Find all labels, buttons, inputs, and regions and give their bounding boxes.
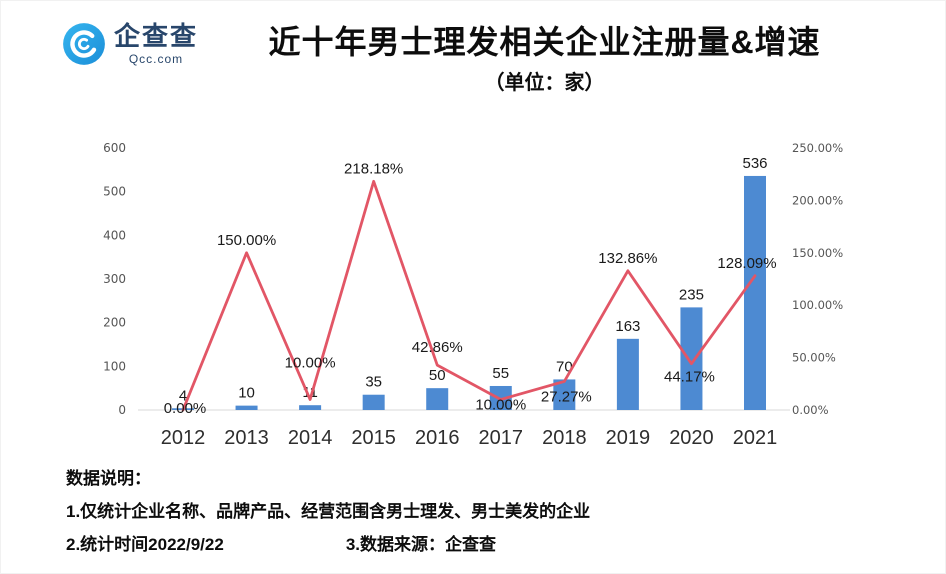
svg-text:2016: 2016: [415, 427, 460, 449]
svg-text:35: 35: [365, 374, 382, 391]
svg-text:200: 200: [103, 316, 126, 330]
svg-text:500: 500: [103, 185, 126, 199]
page-title: 近十年男士理发相关企业注册量&增速: [268, 24, 821, 60]
svg-text:2017: 2017: [479, 427, 524, 449]
svg-text:50.00%: 50.00%: [792, 351, 836, 365]
header: 企查查 Qcc.com 近十年男士理发相关企业注册量&增速 （单位：家）: [0, 22, 946, 95]
svg-text:150.00%: 150.00%: [792, 246, 843, 260]
svg-text:536: 536: [742, 155, 767, 172]
svg-text:4: 4: [179, 387, 187, 404]
svg-text:100: 100: [103, 359, 126, 373]
svg-text:0.00%: 0.00%: [792, 403, 829, 417]
svg-text:44.17%: 44.17%: [664, 369, 715, 386]
svg-text:55: 55: [492, 365, 509, 382]
svg-text:218.18%: 218.18%: [344, 160, 403, 177]
svg-text:70: 70: [556, 358, 573, 375]
svg-text:0: 0: [118, 403, 126, 417]
page-subtitle: （单位：家）: [484, 72, 605, 94]
svg-text:2018: 2018: [542, 427, 587, 449]
svg-text:2012: 2012: [161, 427, 206, 449]
svg-text:10.00%: 10.00%: [285, 355, 336, 372]
svg-text:10.00%: 10.00%: [475, 397, 526, 414]
svg-text:300: 300: [103, 272, 126, 286]
svg-text:128.09%: 128.09%: [717, 255, 776, 272]
svg-text:50: 50: [429, 367, 446, 384]
svg-text:2020: 2020: [669, 427, 714, 449]
svg-text:42.86%: 42.86%: [412, 339, 463, 356]
footer-note-2: 2.统计时间2022/9/22: [66, 535, 224, 554]
svg-text:2013: 2013: [224, 427, 269, 449]
svg-text:600: 600: [103, 141, 126, 155]
footer-note-3: 3.数据来源：企查查: [345, 535, 496, 554]
svg-text:235: 235: [679, 286, 704, 303]
svg-text:10: 10: [238, 385, 255, 402]
combo-chart: 01002003004005006000.00%50.00%100.00%150…: [103, 141, 843, 449]
svg-text:150.00%: 150.00%: [217, 232, 276, 249]
svg-text:2019: 2019: [606, 427, 651, 449]
footer-row: 2.统计时间2022/9/22 3.数据来源：企查查: [66, 530, 590, 555]
qcc-logo-name: 企查查: [114, 21, 199, 52]
footer-heading: 数据说明：: [66, 469, 151, 488]
qcc-logo-domain: Qcc.com: [128, 51, 184, 66]
footer-notes: 数据说明： 1.仅统计企业名称、品牌产品、经营范围含男士理发、男士美发的企业 2…: [66, 464, 590, 555]
title-block: 近十年男士理发相关企业注册量&增速 （单位：家）: [198, 22, 946, 95]
svg-text:2021: 2021: [733, 427, 778, 449]
svg-text:27.27%: 27.27%: [541, 388, 592, 405]
svg-text:100.00%: 100.00%: [792, 298, 843, 312]
qcc-logo-text: 企查查 Qcc.com: [114, 22, 198, 66]
qcc-logo: 企查查 Qcc.com: [62, 22, 198, 66]
qcc-logo-icon: [63, 23, 105, 65]
svg-text:2015: 2015: [351, 427, 396, 449]
svg-text:0.00%: 0.00%: [164, 400, 207, 417]
svg-text:2014: 2014: [288, 427, 333, 449]
svg-text:132.86%: 132.86%: [598, 250, 657, 267]
svg-text:163: 163: [615, 318, 640, 335]
svg-text:250.00%: 250.00%: [792, 141, 843, 155]
footer-note-1: 1.仅统计企业名称、品牌产品、经营范围含男士理发、男士美发的企业: [66, 502, 591, 521]
svg-text:200.00%: 200.00%: [792, 193, 843, 207]
svg-text:400: 400: [103, 228, 126, 242]
